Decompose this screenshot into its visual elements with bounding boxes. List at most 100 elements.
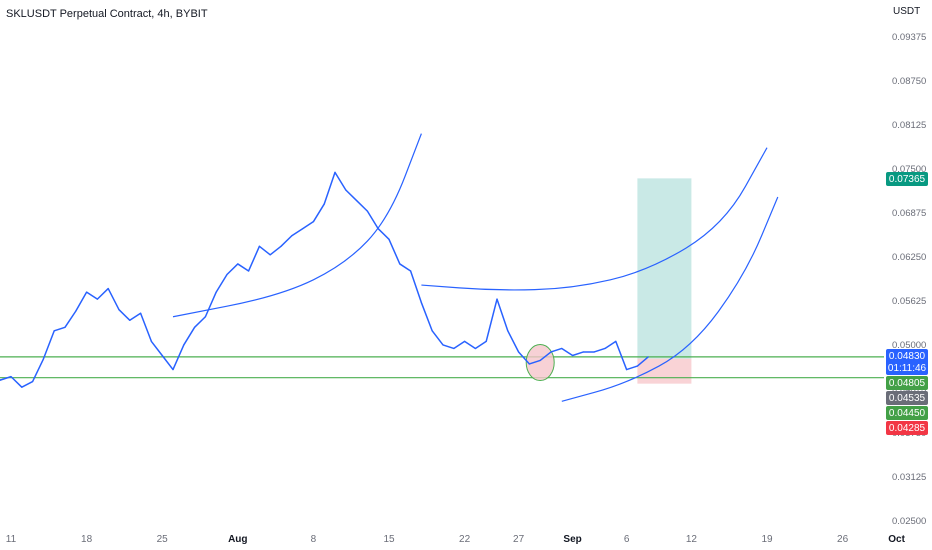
price-badge-label: 0.04805 bbox=[889, 378, 926, 389]
price-point bbox=[10, 376, 12, 378]
y-tick-label: 0.08125 bbox=[892, 120, 926, 131]
price-series bbox=[0, 171, 649, 388]
price-point bbox=[496, 298, 498, 300]
price-point bbox=[129, 319, 131, 321]
x-tick-label: 15 bbox=[383, 534, 395, 545]
trend-arc-1 bbox=[421, 147, 768, 291]
x-axis: 11 18 25 Aug 8 15 22 27 Sep 6 12 19 26 Oct bbox=[6, 534, 906, 545]
y-tick-label: 0.06250 bbox=[892, 252, 926, 263]
price-point bbox=[215, 291, 217, 293]
price-point bbox=[312, 221, 314, 223]
price-point bbox=[561, 347, 563, 350]
price-point bbox=[96, 298, 98, 300]
price-point bbox=[53, 330, 55, 332]
price-point bbox=[410, 270, 412, 272]
highlight-circle bbox=[525, 344, 555, 382]
price-point bbox=[356, 199, 358, 202]
price-point bbox=[615, 340, 617, 343]
price-point bbox=[485, 340, 487, 343]
y-tick-label: 0.06875 bbox=[892, 208, 926, 219]
price-point bbox=[582, 351, 585, 353]
chart-title: SKLUSDT Perpetual Contract, 4h, BYBIT bbox=[6, 8, 208, 20]
price-badge-bg bbox=[886, 421, 928, 435]
price-point bbox=[237, 263, 239, 265]
price-point bbox=[431, 330, 433, 332]
price-point bbox=[21, 386, 23, 388]
price-point bbox=[345, 189, 347, 191]
price-badge-bg bbox=[886, 349, 928, 375]
price-point bbox=[31, 380, 34, 383]
price-badge-bg bbox=[886, 391, 928, 405]
price-point bbox=[453, 347, 455, 350]
price-badge-bg bbox=[886, 172, 928, 186]
price-point bbox=[150, 340, 152, 343]
currency-label: USDT bbox=[893, 6, 921, 17]
price-point bbox=[75, 310, 77, 312]
price-badge-bg bbox=[886, 406, 928, 420]
price-point bbox=[528, 363, 531, 365]
x-tick-label: 12 bbox=[686, 534, 698, 545]
price-point bbox=[302, 228, 304, 230]
support-lines bbox=[0, 356, 884, 379]
price-point bbox=[626, 368, 628, 371]
price-point bbox=[474, 347, 476, 350]
price-point bbox=[334, 171, 336, 173]
price-point bbox=[107, 287, 109, 290]
price-point bbox=[204, 316, 206, 318]
x-tick-label: Sep bbox=[563, 534, 581, 545]
price-point bbox=[377, 228, 379, 230]
price-point bbox=[442, 344, 444, 346]
price-point bbox=[388, 238, 390, 240]
price-point bbox=[194, 326, 196, 328]
price-point bbox=[269, 254, 271, 256]
y-tick-label: 0.09375 bbox=[892, 32, 926, 43]
price-point bbox=[86, 291, 88, 293]
y-tick-label: 0.05625 bbox=[892, 296, 926, 307]
x-tick-label: 26 bbox=[837, 534, 849, 545]
price-badge-label: 0.04535 bbox=[889, 393, 926, 404]
price-point bbox=[118, 309, 120, 311]
price-point bbox=[42, 358, 45, 360]
x-tick-label: 8 bbox=[311, 534, 317, 545]
price-point bbox=[248, 270, 250, 272]
price-badge-label: 0.04285 bbox=[889, 423, 926, 434]
y-tick-label: 0.07500 bbox=[892, 164, 926, 175]
price-point bbox=[572, 354, 574, 357]
y-tick-label: 0.02500 bbox=[892, 516, 926, 527]
x-tick-label: 6 bbox=[624, 534, 630, 545]
price-point bbox=[0, 379, 1, 381]
x-tick-label: 22 bbox=[459, 534, 471, 545]
price-point bbox=[323, 203, 325, 205]
price-point bbox=[604, 347, 606, 350]
y-axis: 0.09375 0.08750 0.08125 0.07500 0.06875 0.062… bbox=[892, 32, 926, 527]
x-tick-label: Oct bbox=[888, 534, 905, 545]
price-point bbox=[593, 351, 595, 353]
price-point bbox=[636, 365, 639, 367]
price-point bbox=[464, 340, 466, 343]
price-badge-timer: 01:11:46 bbox=[888, 363, 927, 374]
price-point bbox=[258, 245, 260, 247]
price-point bbox=[226, 273, 228, 276]
price-point bbox=[161, 354, 163, 357]
trend-arcs bbox=[172, 133, 779, 402]
price-point bbox=[399, 263, 401, 265]
price-point bbox=[183, 344, 185, 346]
x-tick-label: 27 bbox=[513, 534, 525, 545]
x-tick-label: 25 bbox=[157, 534, 169, 545]
x-tick-label: 11 bbox=[6, 534, 17, 545]
price-point bbox=[291, 235, 293, 237]
price-point bbox=[420, 302, 422, 304]
price-point bbox=[550, 351, 552, 353]
price-badge-label: 0.04830 bbox=[889, 351, 926, 362]
x-tick-label: 19 bbox=[761, 534, 773, 545]
y-tick-label: 0.03125 bbox=[892, 472, 926, 483]
price-point bbox=[539, 359, 541, 362]
trend-arc-0 bbox=[172, 133, 422, 318]
price-point bbox=[647, 356, 649, 358]
price-badge-bg bbox=[886, 376, 928, 390]
price-badge-label: 0.07365 bbox=[889, 174, 926, 185]
price-point bbox=[140, 312, 142, 314]
y-tick-label: 0.08750 bbox=[892, 76, 926, 87]
